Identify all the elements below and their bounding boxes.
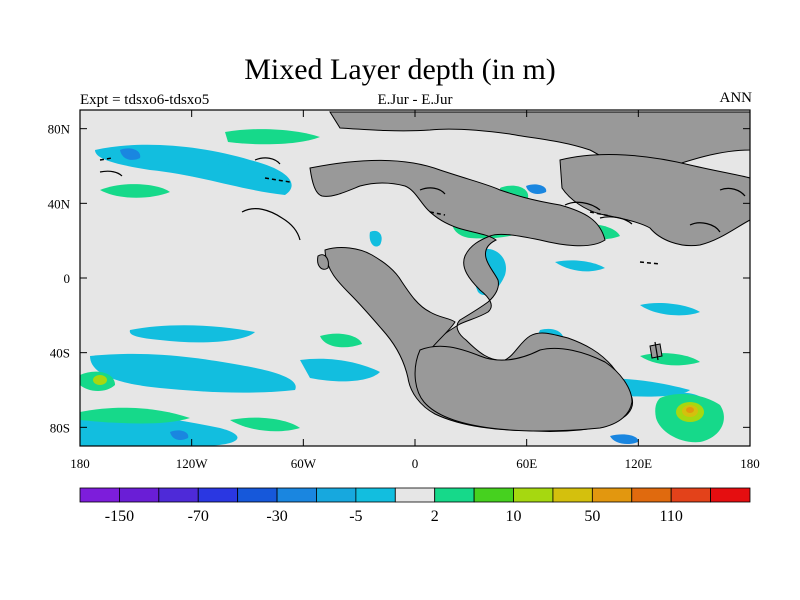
x-tick-label: 180 — [740, 456, 760, 471]
y-tick-label: 40N — [48, 196, 71, 211]
x-tick-label: 60W — [291, 456, 317, 471]
colorbar-swatch — [552, 487, 593, 503]
y-tick-label: 80S — [50, 420, 70, 435]
season-label: ANN — [719, 90, 753, 106]
colorbar-swatch — [513, 487, 554, 503]
colorbar-swatch — [473, 487, 514, 503]
colorbar-swatch — [197, 487, 239, 503]
continents — [309, 111, 750, 432]
y-tick-label: 40S — [50, 346, 70, 361]
colorbar-label: -30 — [266, 508, 287, 525]
colorbar-label: -5 — [349, 508, 362, 525]
colorbar-swatch — [710, 487, 751, 503]
period-label: E.Jur - E.Jur — [377, 92, 453, 108]
x-tick-label: 120W — [176, 456, 209, 471]
colorbar-label: 2 — [431, 508, 439, 525]
colorbar-swatch — [119, 487, 160, 503]
x-tick-label: 180 — [70, 456, 90, 471]
colorbar-label: -70 — [188, 508, 209, 525]
y-axis: 80N 40N 0 40S 80S — [48, 122, 750, 435]
colorbar-swatch — [631, 487, 672, 503]
colorbar-label: -150 — [105, 508, 134, 525]
colorbar-swatch — [237, 487, 278, 503]
x-tick-label: 0 — [412, 456, 419, 471]
colorbar-swatch — [158, 487, 199, 503]
colorbar-swatch — [670, 487, 711, 503]
island-outlines — [99, 157, 661, 265]
y-tick-label: 80N — [48, 122, 71, 137]
colorbar-swatch — [434, 487, 475, 503]
colorbar-label: 10 — [506, 508, 522, 525]
colorbar-label: 110 — [659, 508, 682, 525]
colorbar-swatch — [591, 487, 633, 503]
x-axis: 180 120W 60W 0 60E 120E 180 — [70, 110, 760, 471]
x-tick-label: 120E — [625, 456, 653, 471]
colorbar: -150 -70 -30 -5 2 10 50 110 — [79, 487, 751, 525]
experiment-label: Expt = tdsxo6-tdsxo5 — [80, 92, 210, 108]
colorbar-swatch — [316, 487, 357, 503]
map-area — [80, 110, 750, 446]
colorbar-swatch — [355, 487, 396, 503]
colorbar-swatch — [79, 487, 120, 503]
plot-title: Mixed Layer depth (in m) — [244, 53, 556, 86]
colorbar-swatch — [276, 487, 317, 503]
y-tick-label: 0 — [64, 271, 71, 286]
x-tick-label: 60E — [516, 456, 537, 471]
colorbar-label: 50 — [584, 508, 600, 525]
coastline-contours — [99, 157, 746, 361]
colorbar-swatch — [394, 487, 436, 503]
